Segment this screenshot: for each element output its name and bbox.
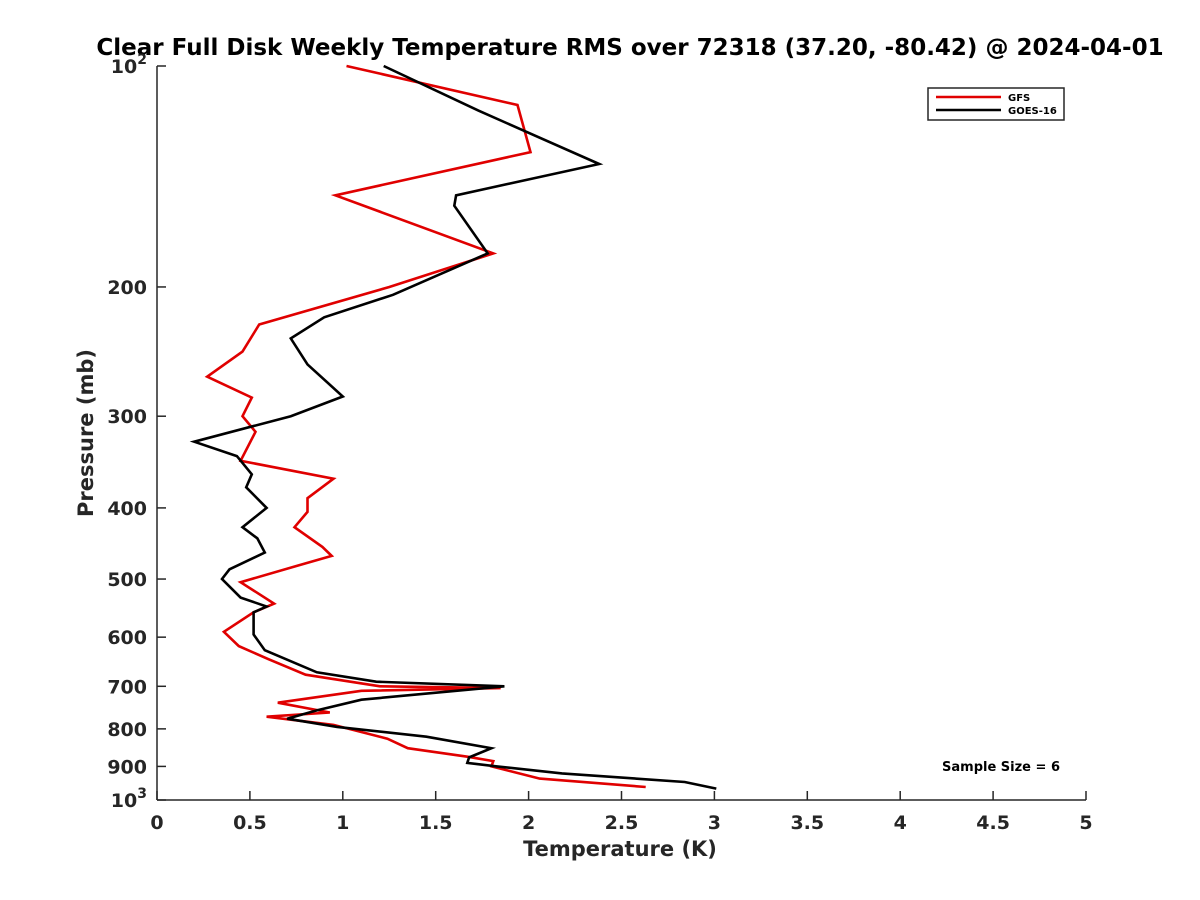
y-tick-label: 800	[107, 719, 147, 741]
legend: GFS GOES-16	[927, 87, 1065, 121]
series-line-goes16	[189, 64, 717, 790]
chart-title: Clear Full Disk Weekly Temperature RMS o…	[96, 35, 1163, 61]
x-tick-label: 0.5	[233, 812, 267, 834]
x-tick-label: 5	[1079, 812, 1092, 834]
y-tick-label: 600	[107, 627, 147, 649]
series-line-gfs	[204, 64, 646, 789]
x-tick-label: 4.5	[976, 812, 1010, 834]
y-tick-label: 200	[107, 277, 147, 299]
x-tick-label: 4	[894, 812, 907, 834]
x-tick-label: 2	[522, 812, 535, 834]
series-lines	[189, 64, 717, 790]
x-axis-label: Temperature (K)	[523, 837, 717, 861]
y-tick-label: 700	[107, 676, 147, 698]
y-tick-label: 300	[107, 406, 147, 428]
sample-size-annotation: Sample Size = 6	[942, 760, 1060, 775]
x-tick-label: 2.5	[605, 812, 639, 834]
y-tick-label: 900	[107, 756, 147, 778]
legend-label-gfs: GFS	[1008, 93, 1030, 104]
x-tick-label: 3.5	[790, 812, 824, 834]
y-axis-label: Pressure (mb)	[74, 349, 98, 517]
legend-label-goes16: GOES-16	[1008, 106, 1057, 117]
x-tick-label: 1.5	[419, 812, 453, 834]
x-tick-label: 0	[150, 812, 163, 834]
y-tick-label: 500	[107, 569, 147, 591]
y-axis-ticks: 102 200 300 400 500 600 700 800 900 103	[107, 52, 166, 812]
y-tick-label: 400	[107, 498, 147, 520]
plot-axes	[156, 66, 1086, 801]
x-axis-ticks: 0 0.5 1 1.5 2 2.5 3 3.5 4 4.5 5	[150, 791, 1093, 834]
legend-box	[927, 87, 1065, 121]
y-tick-label: 103	[111, 786, 147, 812]
x-tick-label: 1	[336, 812, 349, 834]
x-tick-label: 3	[708, 812, 721, 834]
y-tick-label: 102	[111, 52, 147, 78]
